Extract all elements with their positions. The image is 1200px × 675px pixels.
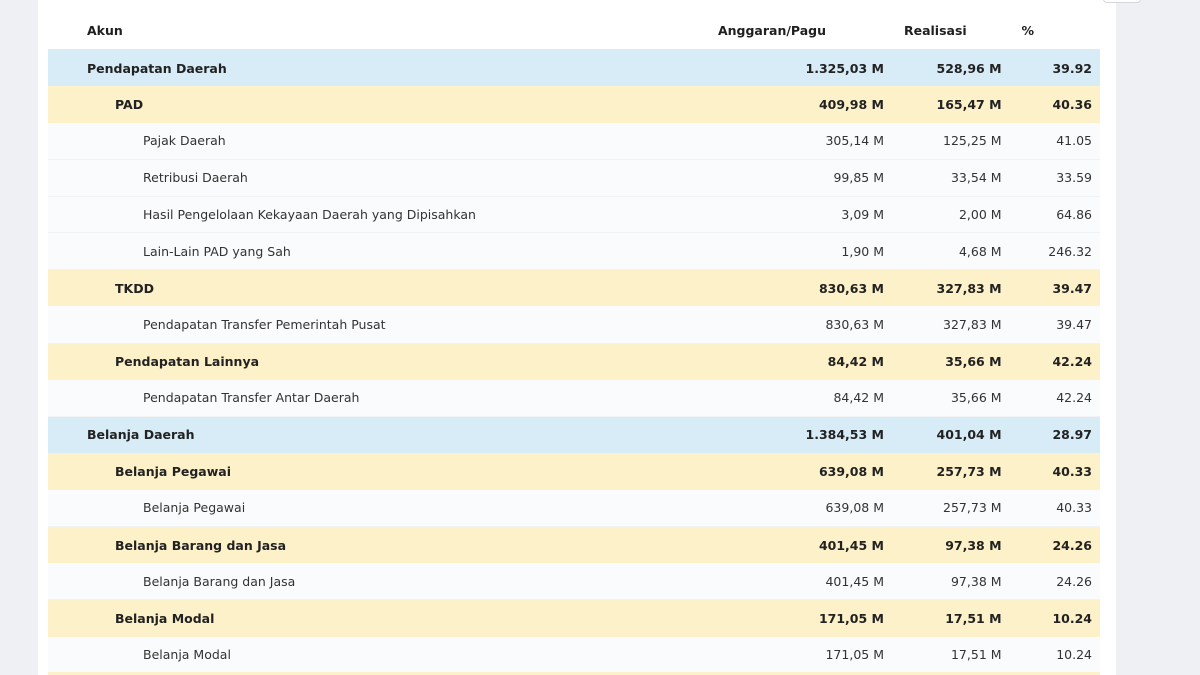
cell-realisasi: 401,04 M bbox=[936, 427, 1002, 443]
cell-anggaran: 99,85 M bbox=[671, 159, 892, 197]
cell-realisasi: 33,54 M bbox=[891, 159, 1010, 197]
cell-realisasi: 17,51 M bbox=[945, 610, 1002, 626]
cell-akun: Belanja Modal bbox=[48, 636, 672, 674]
cell-akun: Retribusi Daerah bbox=[48, 159, 672, 197]
cell-realisasi: 165,47 M bbox=[936, 97, 1002, 113]
cell-akun: Pajak Daerah bbox=[48, 122, 672, 161]
budget-table-card: Akun Anggaran/Pagu Realisasi % Pendapata… bbox=[38, 0, 1141, 675]
cell-akun: Belanja Modal bbox=[115, 610, 215, 626]
table-row-group[interactable]: Pendapatan Daerah 1.325,03 M 528,96 M 39.92 bbox=[48, 49, 1100, 87]
cell-anggaran: 830,63 M bbox=[671, 306, 892, 344]
budget-realization-table: Akun Anggaran/Pagu Realisasi % Pendapata… bbox=[48, 11, 1100, 674]
cell-persen: 42.24 bbox=[1052, 354, 1092, 370]
table-row[interactable]: Pajak Daerah 305,14 M 125,25 M 41.05 bbox=[48, 122, 1100, 161]
cell-persen: 39.47 bbox=[1009, 306, 1100, 344]
table-row[interactable]: Belanja Barang dan Jasa 401,45 M 97,38 M 24… bbox=[48, 563, 1100, 601]
cell-persen: 28.97 bbox=[1052, 427, 1092, 443]
cell-anggaran: 401,45 M bbox=[671, 563, 892, 601]
cell-persen: 40.33 bbox=[1052, 463, 1092, 479]
cell-anggaran: 1.384,53 M bbox=[805, 427, 884, 443]
cell-realisasi: 327,83 M bbox=[891, 306, 1010, 344]
cell-anggaran: 3,09 M bbox=[671, 196, 892, 234]
cell-akun: Pendapatan Daerah bbox=[87, 60, 227, 76]
cell-persen: 24.26 bbox=[1009, 563, 1100, 601]
cell-realisasi: 97,38 M bbox=[891, 563, 1010, 601]
cell-persen: 39.47 bbox=[1052, 280, 1092, 296]
cell-anggaran: 639,08 M bbox=[671, 489, 892, 527]
column-header-realisasi[interactable]: Realisasi bbox=[891, 11, 1010, 50]
table-row[interactable]: Belanja Pegawai 639,08 M 257,73 M 40.33 bbox=[48, 489, 1100, 527]
cell-persen: 10.24 bbox=[1009, 636, 1100, 674]
cell-akun: TKDD bbox=[115, 280, 154, 296]
cell-persen: 42.24 bbox=[1009, 379, 1100, 417]
cell-anggaran: 409,98 M bbox=[818, 97, 884, 113]
table-body: Pendapatan Daerah 1.325,03 M 528,96 M 39.92… bbox=[48, 49, 1100, 674]
cell-realisasi: 528,96 M bbox=[936, 60, 1002, 76]
cell-anggaran: 305,14 M bbox=[671, 122, 892, 161]
table-row-group[interactable]: Belanja Daerah 1.384,53 M 401,04 M 28.97 bbox=[48, 416, 1100, 454]
cell-akun: Pendapatan Transfer Antar Daerah bbox=[48, 379, 672, 417]
cell-anggaran: 84,42 M bbox=[671, 379, 892, 417]
table-row-subgroup[interactable]: TKDD 830,63 M 327,83 M 39.47 bbox=[48, 269, 1100, 307]
cell-anggaran: 171,05 M bbox=[671, 636, 892, 674]
cell-akun: Belanja Barang dan Jasa bbox=[115, 537, 287, 553]
cell-persen: 40.33 bbox=[1009, 489, 1100, 527]
cell-persen: 40.36 bbox=[1052, 97, 1092, 113]
cell-persen: 33.59 bbox=[1009, 159, 1100, 197]
column-header-anggaran[interactable]: Anggaran/Pagu bbox=[671, 11, 892, 50]
cell-realisasi: 257,73 M bbox=[891, 489, 1010, 527]
cell-anggaran: 639,08 M bbox=[818, 463, 884, 479]
table-row-subgroup[interactable]: Pendapatan Lainnya 84,42 M 35,66 M 42.24 bbox=[48, 343, 1100, 380]
cell-persen: 41.05 bbox=[1009, 122, 1100, 161]
table-row[interactable]: Pendapatan Transfer Pemerintah Pusat 830,… bbox=[48, 306, 1100, 344]
cell-realisasi: 2,00 M bbox=[891, 196, 1010, 234]
cell-realisasi: 17,51 M bbox=[891, 636, 1010, 674]
table-row[interactable]: Hasil Pengelolaan Kekayaan Daerah yang D… bbox=[48, 196, 1100, 234]
cell-akun: Pendapatan Transfer Pemerintah Pusat bbox=[48, 306, 672, 344]
table-header-row: Akun Anggaran/Pagu Realisasi % bbox=[48, 11, 1100, 50]
cell-akun: Belanja Pegawai bbox=[48, 489, 672, 527]
cell-akun: PAD bbox=[115, 97, 144, 113]
cell-persen: 10.24 bbox=[1052, 610, 1092, 626]
cell-persen: 39.92 bbox=[1052, 60, 1092, 76]
cell-akun: Lain-Lain PAD yang Sah bbox=[48, 232, 672, 271]
cell-realisasi: 327,83 M bbox=[936, 280, 1002, 296]
next-row-edge bbox=[48, 672, 1100, 675]
cell-realisasi: 125,25 M bbox=[891, 122, 1010, 161]
cell-realisasi: 97,38 M bbox=[945, 537, 1002, 553]
table-row-subgroup[interactable]: Belanja Barang dan Jasa 401,45 M 97,38 M 24… bbox=[48, 526, 1100, 564]
cell-persen: 64.86 bbox=[1009, 196, 1100, 234]
cell-anggaran: 830,63 M bbox=[818, 280, 884, 296]
table-row-subgroup[interactable]: PAD 409,98 M 165,47 M 40.36 bbox=[48, 86, 1100, 123]
cell-anggaran: 1.325,03 M bbox=[805, 60, 884, 76]
column-header-akun[interactable]: Akun bbox=[48, 11, 672, 50]
table-row-subgroup[interactable]: Belanja Modal 171,05 M 17,51 M 10.24 bbox=[48, 599, 1100, 637]
cell-realisasi: 35,66 M bbox=[891, 379, 1010, 417]
table-row[interactable]: Belanja Modal 171,05 M 17,51 M 10.24 bbox=[48, 636, 1100, 674]
cell-akun: Belanja Daerah bbox=[87, 427, 195, 443]
cell-akun: Belanja Barang dan Jasa bbox=[48, 563, 672, 601]
cell-akun: Belanja Pegawai bbox=[115, 463, 231, 479]
cell-persen: 246.32 bbox=[1009, 232, 1100, 271]
column-header-persen[interactable]: % bbox=[1009, 11, 1100, 50]
cell-realisasi: 257,73 M bbox=[936, 463, 1002, 479]
table-row-subgroup[interactable]: Belanja Pegawai 639,08 M 257,73 M 40.33 bbox=[48, 453, 1100, 490]
cell-akun: Hasil Pengelolaan Kekayaan Daerah yang D… bbox=[48, 196, 672, 234]
cell-persen: 24.26 bbox=[1052, 537, 1092, 553]
cell-anggaran: 1,90 M bbox=[671, 232, 892, 271]
cell-realisasi: 4,68 M bbox=[891, 232, 1010, 271]
cell-anggaran: 401,45 M bbox=[818, 537, 884, 553]
cell-anggaran: 84,42 M bbox=[827, 354, 884, 370]
cell-realisasi: 35,66 M bbox=[945, 354, 1002, 370]
table-row[interactable]: Retribusi Daerah 99,85 M 33,54 M 33.59 bbox=[48, 159, 1100, 197]
cell-anggaran: 171,05 M bbox=[818, 610, 884, 626]
table-row[interactable]: Lain-Lain PAD yang Sah 1,90 M 4,68 M 246.32 bbox=[48, 232, 1100, 271]
card-corner-button[interactable] bbox=[1103, 0, 1141, 3]
cell-akun: Pendapatan Lainnya bbox=[115, 354, 260, 370]
